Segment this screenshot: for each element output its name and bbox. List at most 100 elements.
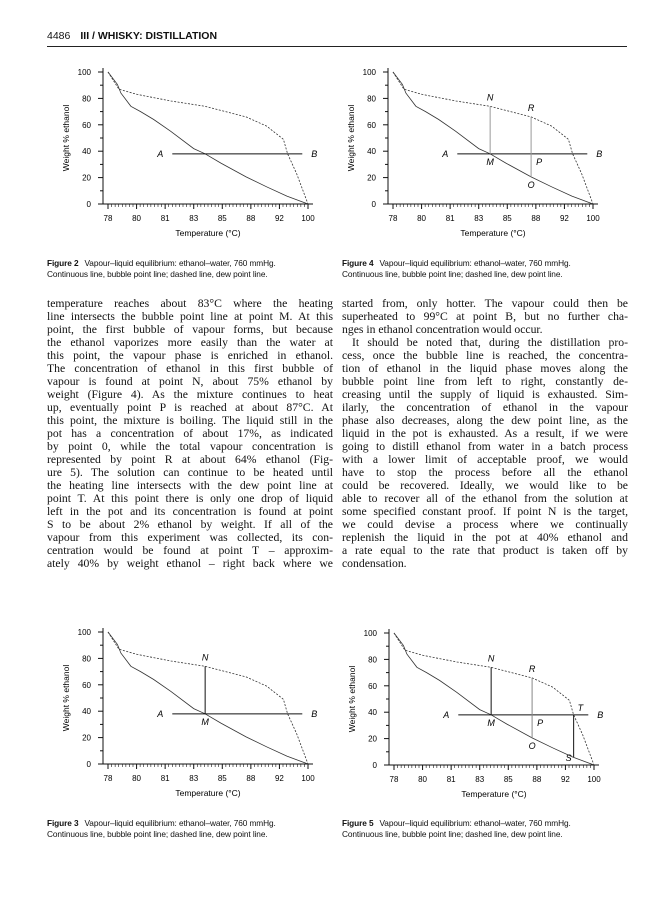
y-tick-label: 0 [87,200,92,209]
y-tick-label: 100 [78,68,92,77]
text-line: started from, only hotter. The vapour co… [342,297,628,310]
figure-2-chart: 0 20 40 60 80 100 78 80 81 83 85 88 92 100 Temperature… [41,60,331,250]
y-tick-label: 100 [363,68,377,77]
caption-line: Vapour–liquid equilibrium: ethanol–water… [379,258,571,268]
x-tick-label: 100 [301,214,315,223]
point-label-b: B [597,710,603,720]
x-tick-label: 78 [104,774,113,783]
y-tick-label: 60 [367,121,376,130]
text-line: left in the pot and its concentration is… [47,505,333,518]
text-line: cess, once the bubble line is reached, t… [342,349,628,362]
y-tick-label: 80 [368,655,377,664]
text-line: vapour is found at point N, about 75% et… [47,375,333,388]
text-line: creasing until the supply of liquid is e… [342,388,628,401]
x-tick-label: 80 [132,214,141,223]
figure-label: Figure 3 [47,818,79,828]
x-tick-label: 88 [531,214,540,223]
text-line: nges in ethanol concentration would occu… [342,323,543,336]
text-line: this point, the mixture is boiling. The … [47,414,333,427]
text-line: line intersects the bubble point line at… [47,310,333,323]
point-label-a: A [156,709,163,719]
text-line: with a lower limit of acceptable proof, … [342,453,628,466]
x-axis-label: Temperature (°C) [175,228,240,238]
dew-point-line [107,631,309,765]
figure-4-caption: Figure 4 Vapour–liquid equilibrium: ethan… [342,258,642,280]
x-tick-label: 100 [301,774,315,783]
header-rule [47,46,627,47]
text-column-right: started from, only hotter. The vapour co… [342,297,628,570]
section-title: III / WHISKY: DISTILLATION [80,30,218,42]
text-line: represented by point R at about 64% etha… [47,453,333,466]
figure-4-chart: 0 20 40 60 80 100 78 80 81 83 85 88 92 100 Temperature… [326,60,616,250]
point-label-a: A [156,149,163,159]
x-tick-label: 92 [561,775,570,784]
text-line: condensation. [342,557,407,570]
figure-label: Figure 5 [342,818,374,828]
y-tick-label: 80 [367,94,376,103]
text-line: S to be about 2% ethanol by weight. If a… [47,518,333,531]
y-tick-label: 60 [82,121,91,130]
x-tick-label: 80 [418,775,427,784]
point-label-o: O [529,741,536,751]
figure-5-caption: Figure 5 Vapour–liquid equilibrium: ethan… [342,818,642,840]
text-line: tion of ethanol in the liquid phase move… [342,362,628,375]
x-tick-label: 81 [446,214,455,223]
point-label-s: S [566,753,572,763]
point-label-m: M [487,718,495,728]
y-axis-label: Weight % ethanol [347,666,357,733]
point-label-t: T [578,703,585,713]
figure-3-caption: Figure 3 Vapour–liquid equilibrium: ethan… [47,818,347,840]
y-tick-label: 40 [367,147,376,156]
text-line: going to distill ethanol from water in a… [342,440,628,453]
x-tick-label: 81 [161,774,170,783]
x-tick-label: 88 [532,775,541,784]
text-line: vapour from this experiment was collecte… [47,531,333,544]
bubble-point-line [393,632,595,766]
text-line: point, the first bubble of vapour forms,… [47,323,333,336]
page-number: 4486 [47,30,71,42]
x-tick-label: 88 [246,774,255,783]
text-line: ilarly, the concentration of ethanol in … [342,401,628,414]
point-label-o: O [528,180,535,190]
x-tick-label: 80 [132,774,141,783]
x-tick-label: 88 [246,214,255,223]
text-line: bubble point line from left to right, co… [342,375,628,388]
point-label-n: N [488,653,495,663]
x-tick-label: 83 [189,214,198,223]
caption-line: Continuous line, bubble point line; dash… [342,269,563,279]
point-label-n: N [487,92,494,102]
y-tick-label: 20 [368,735,377,744]
bubble-point-line [392,71,594,205]
y-tick-label: 100 [78,628,92,637]
bubble-point-line [107,71,309,205]
figure-label: Figure 2 [47,258,79,268]
text-line: superheated to 99°C at point B, but no f… [342,310,628,323]
x-tick-label: 85 [503,214,512,223]
line-chart: 0 20 40 60 80 100 78 80 81 83 85 88 92 100 Temperature… [346,68,602,238]
text-line: by point 0, while the total vapour conce… [47,440,333,453]
y-tick-label: 60 [368,682,377,691]
text-line: the heating line intersects with the dew… [47,479,333,492]
line-chart: 0 20 40 60 80 100 78 80 81 83 85 88 92 100 Temperature… [347,629,603,799]
figure-2-caption: Figure 2 Vapour–liquid equilibrium: ethan… [47,258,347,280]
y-tick-label: 0 [373,761,378,770]
x-tick-label: 83 [474,214,483,223]
x-tick-label: 92 [560,214,569,223]
point-label-a: A [441,149,448,159]
y-tick-label: 100 [364,629,378,638]
point-label-p: P [536,157,542,167]
y-tick-label: 40 [368,708,377,717]
caption-line: Continuous line, bubble point line; dash… [342,829,563,839]
point-label-p: P [537,718,543,728]
x-axis-label: Temperature (°C) [175,788,240,798]
y-tick-label: 60 [82,681,91,690]
y-tick-label: 40 [82,147,91,156]
caption-line: Vapour–liquid equilibrium: ethanol–water… [84,818,276,828]
text-line: liquid in the pot is exhausted. As a res… [342,427,628,440]
text-line: It should be noted that, during the dist… [352,336,628,349]
x-tick-label: 100 [587,775,601,784]
text-line: able to recover all of the ethanol from … [342,492,628,505]
y-tick-label: 0 [87,760,92,769]
caption-line: Vapour–liquid equilibrium: ethanol–water… [84,258,276,268]
text-line: replenish the liquid in the pot at 40% e… [342,531,628,544]
